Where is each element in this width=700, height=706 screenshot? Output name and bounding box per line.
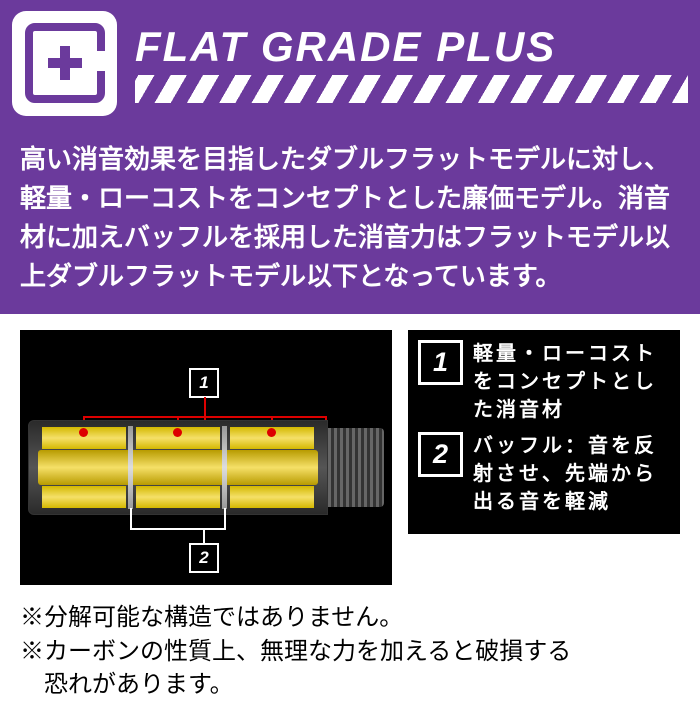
title-wrap: FLAT GRADE PLUS [135,23,688,103]
feature-text: バッフル：音を反射させ、先端から出る音を軽減 [473,432,670,516]
notes-section: ※分解可能な構造ではありません。 ※カーボンの性質上、無理な力を加えると破損する… [0,597,700,706]
callout-1: 1 [189,368,219,398]
feature-text: 軽量・ローコストをコンセプトとした消音材 [473,340,670,424]
features-panel: 1 軽量・ローコストをコンセプトとした消音材 2 バッフル：音を反射させ、先端か… [408,330,680,534]
feature-item: 2 バッフル：音を反射させ、先端から出る音を軽減 [418,432,670,516]
stripe-decoration [135,75,688,103]
product-title: FLAT GRADE PLUS [135,23,688,71]
description-text: 高い消音効果を目指したダブルフラットモデルに対し、軽量・ローコストをコンセプトと… [0,126,700,314]
header-bar: FLAT GRADE PLUS [0,0,700,126]
cutaway-diagram: 1 2 [20,330,392,585]
feature-number: 1 [418,340,463,385]
feature-title: バッフル： [473,435,588,457]
feature-number: 2 [418,432,463,477]
note-line: ※分解可能な構造ではありません。 [20,601,680,635]
feature-item: 1 軽量・ローコストをコンセプトとした消音材 [418,340,670,424]
logo-badge [12,11,117,116]
note-line: 恐れがあります。 [20,668,680,702]
diagram-row: 1 2 1 軽量・ローコストをコン [0,314,700,597]
callout-2: 2 [189,543,219,573]
note-line: ※カーボンの性質上、無理な力を加えると破損する [20,635,680,669]
